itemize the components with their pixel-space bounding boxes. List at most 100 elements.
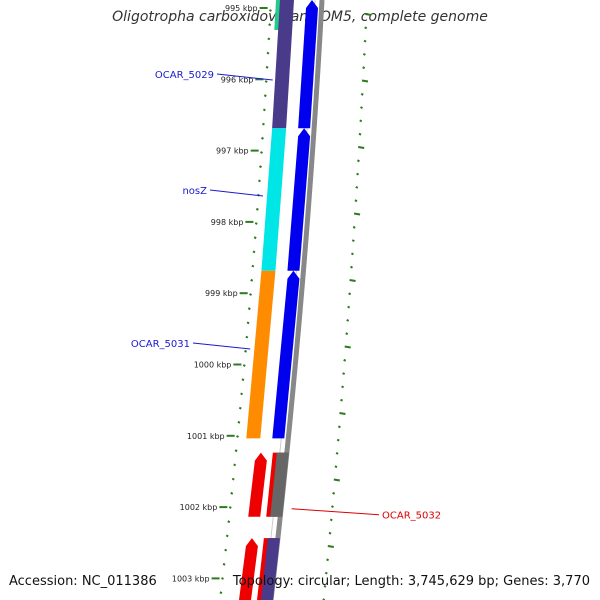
ruler-mark [249,293,252,296]
tick-label: 998 kbp [211,218,244,227]
tick-label: 1001 kbp [187,432,225,441]
ruler-mark [344,345,351,349]
gene-label: nosZ [182,186,207,197]
ruler-mark [360,106,363,109]
ruler-mark [268,23,272,27]
genome-summary-text: Topology: circular; Length: 3,745,629 bp… [232,574,590,589]
ruler-mark [326,558,330,562]
accession-text: Accession: NC_011386 [9,574,157,589]
ruler-mark [324,571,328,575]
ruler-mark [340,398,343,402]
ruler-mark [266,51,270,55]
gene-leader-line [192,342,251,350]
cog-band [272,0,294,129]
ruler-mark [267,37,271,41]
ruler-mark [237,420,241,424]
ruler-mark [347,305,351,309]
ruler-mark [230,491,234,495]
ruler-mark [345,332,349,336]
ruler-mark [348,292,352,296]
ruler-mark [339,412,346,415]
ruler-mark [364,26,368,30]
ruler-mark [222,562,226,566]
tick-label: 1003 kbp [172,574,210,583]
ruler-mark [219,591,223,595]
ruler-mark [365,13,372,16]
cds-arrow [287,128,311,271]
ruler-mark [355,186,359,189]
ruler-mark [351,239,355,242]
ruler-mark [234,449,238,453]
ruler-mark [244,349,248,353]
ruler-mark [329,518,333,522]
tick-label: 999 kbp [205,289,238,298]
ruler-mark [323,585,327,588]
ruler-mark [260,151,263,154]
ruler-mark [362,66,366,70]
ruler-mark [242,364,246,367]
ruler-mark [252,250,256,254]
ruler-mark [350,265,353,269]
tick-label: 996 kbp [221,75,254,84]
ruler-mark [336,438,340,442]
ruler-mark [250,278,254,282]
ruler-mark [335,452,339,455]
ruler-mark [233,463,237,467]
ruler-mark [264,80,268,83]
tick-label: 1002 kbp [180,503,218,512]
ruler-mark [332,491,336,495]
ruler-mark [362,53,366,56]
ruler-mark [333,478,340,482]
ruler-mark [349,279,356,282]
ruler-mark [327,545,334,548]
gene-leader-line [216,73,273,81]
ruler-mark [350,252,354,256]
cds-arrow [248,452,267,517]
ruler-mark [246,321,250,325]
ruler-mark [268,9,272,12]
ruler-mark [255,207,259,211]
ruler-mark [361,79,369,83]
cog-band [261,128,287,271]
ruler-mark [224,548,228,552]
cds-arrow [239,538,258,600]
tick-label: 1000 kbp [194,361,232,370]
ruler-mark [341,385,345,389]
tick-label: 995 kbp [225,4,258,13]
gene-leader-line [209,189,264,197]
ruler-mark [253,236,257,240]
ruler-mark [258,179,261,183]
ruler-mark [240,392,244,396]
ruler-mark [353,212,361,216]
ruler-mark [354,199,358,203]
ruler-mark [221,577,224,580]
ruler-mark [328,531,332,535]
cds-band [270,452,289,517]
ruler-mark [360,92,364,96]
gene-label: OCAR_5031 [131,339,190,350]
ruler-mark [346,319,350,322]
ruler-mark [356,159,360,163]
ruler-mark [352,225,356,229]
ruler-mark [343,358,347,362]
ruler-mark [358,132,362,136]
ruler-mark [263,94,267,98]
ruler-mark [363,39,367,43]
ruler-mark [331,505,334,508]
ruler-mark [225,534,229,538]
gene-label: OCAR_5029 [155,70,214,81]
ruler-mark [261,122,265,126]
ruler-mark [241,378,245,382]
ruler-mark [259,165,262,169]
ruler-mark [251,264,255,268]
ruler-mark [228,506,232,509]
ruler-mark [227,520,231,524]
ruler-mark [236,435,239,438]
ruler-mark [359,119,363,123]
ruler-mark [358,146,365,149]
tick-label: 997 kbp [216,147,249,156]
ruler-mark [356,172,360,176]
ruler-mark [261,136,264,140]
